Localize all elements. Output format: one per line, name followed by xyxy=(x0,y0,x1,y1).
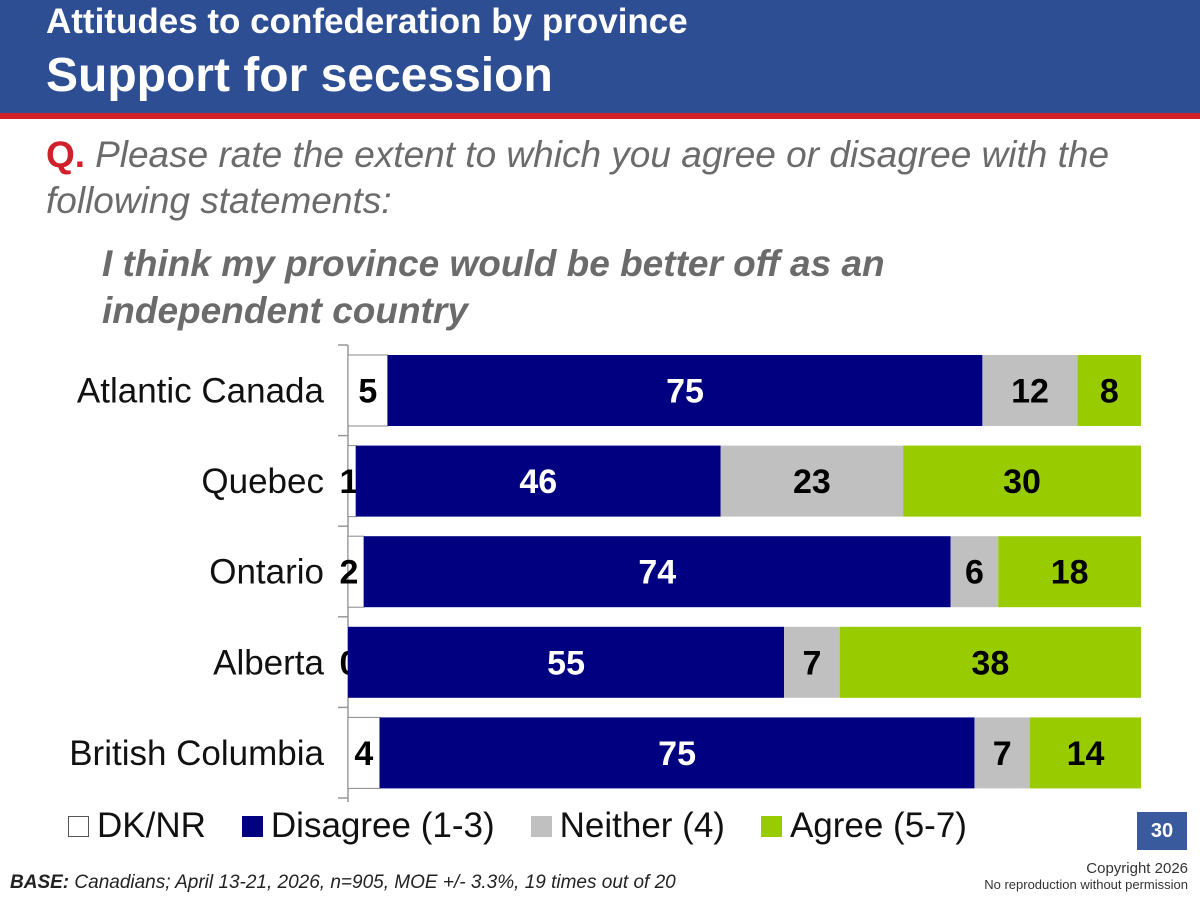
legend-label-neither: Neither (4) xyxy=(559,806,725,845)
bar-segment xyxy=(1077,355,1141,426)
legend-item-dk-nr: DK/NR xyxy=(68,806,206,846)
data-label: 12 xyxy=(1011,373,1049,411)
question-text: Please rate the extent to which you agre… xyxy=(46,134,1110,221)
legend-swatch-disagree xyxy=(241,815,263,837)
legend-swatch-dk-nr xyxy=(68,815,89,837)
category-label: Alberta xyxy=(213,643,324,682)
legend-label-disagree: Disagree (1-3) xyxy=(270,806,495,845)
legend-item-disagree: Disagree (1-3) xyxy=(241,806,495,846)
data-label: 7 xyxy=(993,735,1012,773)
legend-item-neither: Neither (4) xyxy=(530,806,725,846)
data-label: 74 xyxy=(638,554,676,592)
bar-segment xyxy=(998,536,1141,608)
data-label: 5 xyxy=(358,373,377,411)
bar-segment xyxy=(379,717,975,789)
slide-title: Attitudes to confederation by province xyxy=(46,2,688,41)
no-reproduction-text: No reproduction without permission xyxy=(984,877,1188,892)
chart-legend: DK/NR Disagree (1-3) Neither (4) Agree (… xyxy=(68,806,1003,846)
base-note: BASE: Canadians; April 13-21, 2026, n=90… xyxy=(10,872,676,894)
header-bar xyxy=(0,0,1200,113)
data-label: 8 xyxy=(1100,373,1119,411)
bar-segment xyxy=(387,355,983,426)
bar-segment xyxy=(1029,717,1141,789)
copyright-text: Copyright 2026 xyxy=(1086,860,1188,877)
legend-item-agree: Agree (5-7) xyxy=(760,806,967,846)
bar-segment xyxy=(355,445,721,517)
question: Q. Please rate the extent to which you ag… xyxy=(46,132,1176,224)
data-label: 14 xyxy=(1067,735,1105,773)
data-label: 18 xyxy=(1051,554,1089,592)
question-marker: Q. xyxy=(46,134,86,175)
slide-subtitle: Support for secession xyxy=(46,49,553,102)
data-label: 7 xyxy=(802,644,821,682)
bar-segment xyxy=(839,626,1141,698)
header-divider xyxy=(0,113,1200,119)
data-label: 4 xyxy=(354,735,373,773)
data-label: 55 xyxy=(547,644,585,682)
bar-segment xyxy=(720,445,904,517)
data-label: 75 xyxy=(658,735,696,773)
legend-label-agree: Agree (5-7) xyxy=(789,806,967,845)
legend-swatch-agree xyxy=(760,815,782,837)
base-text: Canadians; April 13-21, 2026, n=905, MOE… xyxy=(74,872,676,893)
bar-segment xyxy=(950,536,999,608)
data-label: 75 xyxy=(666,373,704,411)
category-label: Ontario xyxy=(209,553,324,592)
bar-segment xyxy=(903,445,1141,517)
bar-segment xyxy=(784,626,840,698)
base-label: BASE: xyxy=(10,872,70,893)
page-number: 30 xyxy=(1137,812,1187,850)
bar-segment xyxy=(348,626,785,698)
bar-segment xyxy=(363,536,951,608)
bar-segment xyxy=(974,717,1030,789)
data-label: 23 xyxy=(793,463,831,501)
legend-swatch-neither xyxy=(530,815,552,837)
category-label: British Columbia xyxy=(69,734,324,773)
data-label: 46 xyxy=(519,463,557,501)
data-label: 1 xyxy=(340,463,359,501)
data-label: 38 xyxy=(971,644,1009,682)
data-label: 2 xyxy=(340,554,359,592)
copyright-block: Copyright 2026 No reproduction without p… xyxy=(984,860,1188,892)
legend-label-dk-nr: DK/NR xyxy=(97,806,206,845)
question-statement: I think my province would be better off … xyxy=(102,243,885,331)
category-label: Quebec xyxy=(201,462,324,501)
bar-segment xyxy=(982,355,1078,426)
data-label: 6 xyxy=(965,554,984,592)
data-label: 30 xyxy=(1003,463,1041,501)
category-label: Atlantic Canada xyxy=(77,372,325,411)
